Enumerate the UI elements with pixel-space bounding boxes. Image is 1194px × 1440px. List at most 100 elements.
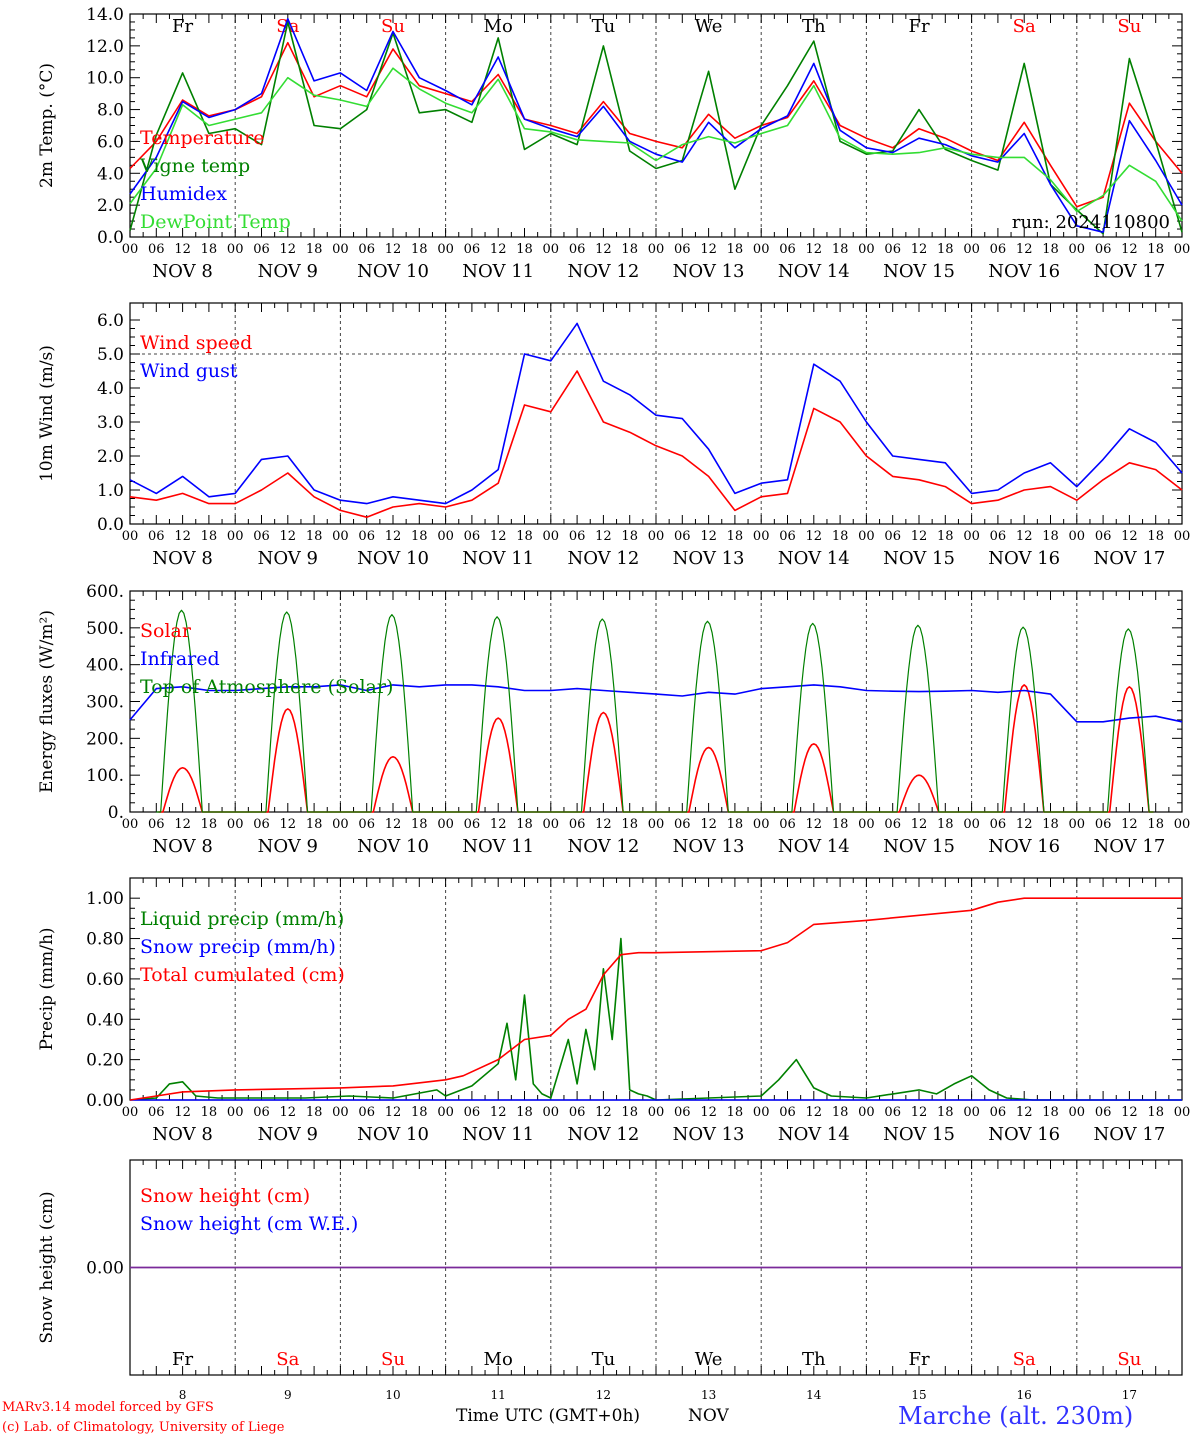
hour-label: 12 [1121, 529, 1138, 544]
day-label: NOV 9 [258, 836, 318, 857]
day-label: NOV 15 [883, 261, 955, 282]
day-label: NOV 11 [462, 261, 534, 282]
hour-label: 12 [595, 529, 612, 544]
hour-label: 00 [963, 1105, 980, 1120]
day-number: 16 [1017, 1388, 1032, 1402]
legend-entry: Snow height (cm) [140, 1185, 310, 1207]
hour-label: 12 [280, 817, 297, 832]
weekday-label: Th [802, 16, 826, 37]
legend-entry: Humidex [140, 183, 227, 205]
day-label: NOV 14 [778, 261, 850, 282]
day-label: NOV 13 [673, 1124, 745, 1145]
station-label: Marche (alt. 230m) [898, 1402, 1134, 1430]
hour-label: 18 [937, 242, 954, 257]
series-line-top-of-atmosphere-solar- [156, 609, 1154, 813]
day-label: NOV 14 [778, 1124, 850, 1145]
legend-entry: Temperature [140, 127, 264, 149]
hour-label: 18 [1042, 242, 1059, 257]
hour-label: 12 [806, 817, 823, 832]
day-label: NOV 17 [1093, 1124, 1165, 1145]
series-line-infrared [129, 684, 1183, 723]
day-number: 10 [385, 1388, 400, 1402]
y-axis-title: Snow height (cm) [37, 1191, 57, 1343]
weekday-label: Tu [592, 16, 616, 37]
day-number: 11 [491, 1388, 506, 1402]
hour-label: 06 [148, 242, 165, 257]
hour-label: 06 [253, 1105, 270, 1120]
hour-label: 12 [806, 529, 823, 544]
y-tick-label: 4.0 [97, 379, 124, 399]
y-tick-label: 0.20 [86, 1051, 124, 1071]
hour-label: 06 [358, 529, 375, 544]
hour-label: 18 [1042, 529, 1059, 544]
hour-label: 18 [1147, 1105, 1164, 1120]
weekday-label: Sa [276, 1349, 299, 1370]
series-line-vigne-temp [129, 21, 1183, 235]
hour-label: 18 [306, 242, 323, 257]
hour-label: 06 [1095, 242, 1112, 257]
hour-label: 12 [280, 1105, 297, 1120]
hour-label: 00 [963, 529, 980, 544]
series-line-liquid-precip-mm-h- [129, 937, 1182, 1101]
hour-label: 00 [1174, 817, 1191, 832]
hour-label: 06 [464, 1105, 481, 1120]
day-label: NOV 16 [988, 1124, 1060, 1145]
hour-label: 18 [411, 529, 428, 544]
hour-label: 06 [569, 1105, 586, 1120]
hour-label: 18 [727, 529, 744, 544]
hour-label: 00 [332, 1105, 349, 1120]
hour-label: 12 [1016, 529, 1033, 544]
hour-label: 00 [437, 1105, 454, 1120]
panel-5: 0.00 Snow height (cm) Fr Sa Su Mo Tu We Th Fr Sa Su… [37, 1159, 1183, 1402]
hour-label: 00 [332, 817, 349, 832]
hour-label: 00 [437, 529, 454, 544]
hour-label: 18 [201, 817, 218, 832]
hour-label: 06 [674, 529, 691, 544]
hour-label: 06 [1095, 817, 1112, 832]
hour-label: 12 [1016, 242, 1033, 257]
hour-label: 06 [148, 1105, 165, 1120]
weekday-label: Sa [1013, 16, 1036, 37]
hour-label: 18 [727, 242, 744, 257]
hour-label: 00 [122, 1105, 139, 1120]
hour-label: 06 [253, 529, 270, 544]
hour-label: 00 [543, 817, 560, 832]
hour-label: 06 [358, 1105, 375, 1120]
hour-label: 18 [621, 529, 638, 544]
hour-label: 18 [516, 529, 533, 544]
hour-label: 00 [122, 529, 139, 544]
day-label: NOV 17 [1093, 261, 1165, 282]
y-axis-title: Energy fluxes (W/m²) [37, 610, 57, 793]
hour-label: 18 [201, 242, 218, 257]
hour-label: 00 [858, 242, 875, 257]
hour-label: 00 [648, 242, 665, 257]
hour-label: 12 [1121, 242, 1138, 257]
legend-entry: Total cumulated (cm) [140, 964, 345, 986]
day-number: 14 [806, 1388, 822, 1402]
panel-1: 0.0 2.0 4.0 6.0 8.0 10.0 12.0 14.0 2m Temp. (°C)… [37, 5, 1190, 282]
hour-label: 18 [832, 817, 849, 832]
hour-label: 18 [306, 529, 323, 544]
hour-label: 06 [779, 529, 796, 544]
hour-label: 00 [543, 242, 560, 257]
hour-label: 00 [227, 529, 244, 544]
hour-label: 06 [253, 242, 270, 257]
hour-label: 00 [227, 817, 244, 832]
y-tick-label: 10.0 [86, 69, 124, 89]
hour-label: 12 [385, 529, 402, 544]
hour-label: 18 [411, 242, 428, 257]
panel-frame [129, 13, 1183, 238]
hour-label: 18 [621, 242, 638, 257]
y-tick-label: 0.00 [86, 1259, 124, 1279]
y-axis-title: Precip (mm/h) [37, 927, 57, 1050]
y-tick-label: 14.0 [86, 5, 124, 25]
series-line-wind-gust [129, 322, 1183, 505]
weekday-label: Su [381, 16, 405, 37]
day-label: NOV 9 [258, 1124, 318, 1145]
day-label: NOV 15 [883, 836, 955, 857]
y-tick-label: 1.00 [86, 889, 124, 909]
day-label: NOV 15 [883, 548, 955, 569]
hour-label: 06 [569, 529, 586, 544]
hour-label: 06 [148, 817, 165, 832]
